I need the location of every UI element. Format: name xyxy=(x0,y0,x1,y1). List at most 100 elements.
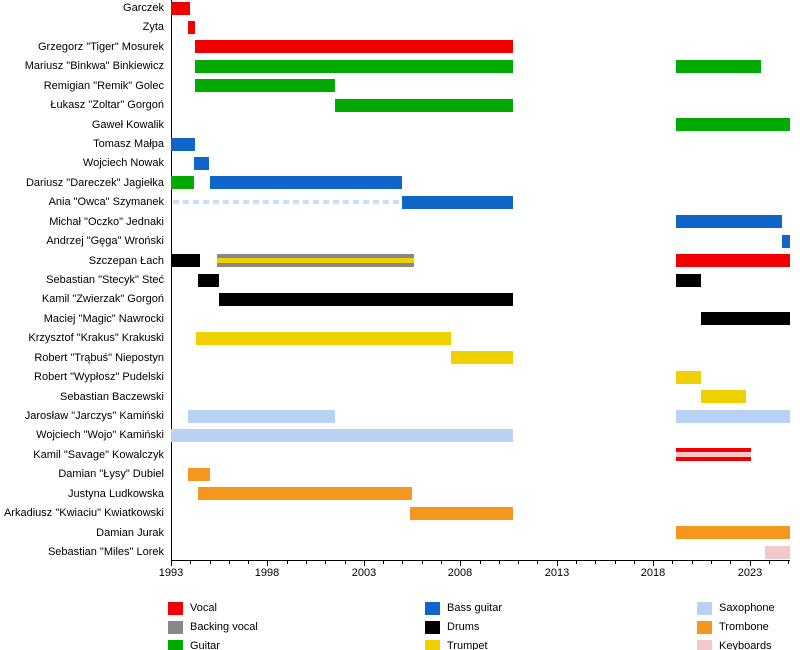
member-label: Damian Jurak xyxy=(96,526,164,539)
timeline-bar-guitar xyxy=(334,98,514,112)
member-label: Grzegorz "Tiger" Mosurek xyxy=(38,40,164,53)
x-minor-tick xyxy=(287,561,288,564)
x-minor-tick xyxy=(422,561,423,564)
x-minor-tick xyxy=(248,561,249,564)
timeline-bar-drums xyxy=(219,292,514,306)
member-label: Andrzej "Gęga" Wroński xyxy=(46,235,164,248)
x-minor-tick xyxy=(576,561,577,564)
x-tick-label: 1998 xyxy=(254,567,280,579)
x-minor-tick xyxy=(229,561,230,564)
member-label: Damian "Łysy" Dubiel xyxy=(58,468,164,481)
timeline-bar-drums xyxy=(701,312,790,326)
legend-swatch-bass xyxy=(425,602,440,615)
legend-label-guitar: Guitar xyxy=(190,640,220,650)
timeline-bar-drums xyxy=(676,273,702,287)
legend-swatch-vocal xyxy=(168,602,183,615)
legend-label-drums: Drums xyxy=(447,621,480,633)
timeline-bar-bass xyxy=(171,137,196,151)
x-minor-tick xyxy=(210,561,211,564)
x-major-tick xyxy=(750,561,751,566)
member-label: Robert "Wypłosz" Pudelski xyxy=(34,371,164,384)
legend-label-backing_vocal: Backing vocal xyxy=(190,621,258,633)
x-minor-tick xyxy=(730,561,731,564)
x-minor-tick xyxy=(345,561,346,564)
legend-swatch-saxophone xyxy=(697,602,712,615)
member-label: Justyna Ludkowska xyxy=(68,487,164,500)
timeline-session-dashes xyxy=(172,200,403,205)
legend-swatch-trombone xyxy=(697,621,712,634)
x-minor-tick xyxy=(480,561,481,564)
member-label: Kamil "Savage" Kowalczyk xyxy=(33,448,164,461)
timeline-bar-trombone xyxy=(676,526,790,540)
x-axis xyxy=(171,560,790,561)
member-label: Wojciech "Wojo" Kamiński xyxy=(36,429,164,442)
member-label: Michał "Oczko" Jednaki xyxy=(49,215,164,228)
y-axis xyxy=(171,0,172,561)
x-major-tick xyxy=(171,561,172,566)
x-tick-label: 2018 xyxy=(640,567,666,579)
timeline-bar-saxophone xyxy=(171,428,514,442)
x-minor-tick xyxy=(518,561,519,564)
member-label: Wojciech Nowak xyxy=(82,157,164,170)
member-label: Jarosław "Jarczys" Kamiński xyxy=(24,410,164,423)
timeline-bar-guitar xyxy=(195,79,335,93)
member-label: Sebastian Baczewski xyxy=(60,390,164,403)
legend-label-trombone: Trombone xyxy=(719,621,769,633)
timeline-bar-drums xyxy=(198,273,220,287)
timeline-bar-bass xyxy=(782,234,790,248)
x-minor-tick xyxy=(672,561,673,564)
x-minor-tick xyxy=(306,561,307,564)
x-major-tick xyxy=(267,561,268,566)
legend-swatch-keyboards xyxy=(697,640,712,650)
timeline-bar-guitar xyxy=(195,59,514,73)
timeline-bar-backing_vocal-trumpet xyxy=(217,254,414,268)
legend-swatch-trumpet xyxy=(425,640,440,650)
timeline-bar-trombone xyxy=(198,487,412,501)
timeline-bar-bass xyxy=(194,156,210,170)
legend-swatch-backing_vocal xyxy=(168,621,183,634)
timeline-bar-drums xyxy=(171,254,200,268)
member-label: Łukasz "Zoltar" Gorgoń xyxy=(50,99,164,112)
member-label: Zyta xyxy=(142,21,164,34)
timeline-bar-trumpet xyxy=(701,390,746,404)
member-label: Kamil "Zwierzak" Gorgoń xyxy=(41,293,164,306)
x-tick-label: 2013 xyxy=(544,567,570,579)
x-minor-tick xyxy=(441,561,442,564)
x-minor-tick xyxy=(402,561,403,564)
member-label: Maciej "Magic" Nawrocki xyxy=(43,312,164,325)
legend-swatch-drums xyxy=(425,621,440,634)
timeline-bar-trombone xyxy=(410,506,514,520)
member-label: Sebastian "Stecyk" Steć xyxy=(46,274,164,287)
member-label: Gaweł Kowalik xyxy=(91,118,164,131)
member-label: Arkadiusz "Kwiaciu" Kwiatkowski xyxy=(3,507,164,520)
member-label: Mariusz "Binkwa" Binkiewicz xyxy=(24,60,164,73)
timeline-bar-guitar xyxy=(171,176,195,190)
member-label: Robert "Trąbuś" Niepostyn xyxy=(34,351,164,364)
member-label: Krzysztof "Krakus" Krakuski xyxy=(28,332,164,345)
timeline-bar-bass xyxy=(676,215,783,229)
x-minor-tick xyxy=(711,561,712,564)
timeline-bar-vocal xyxy=(195,40,514,54)
member-label: Garczek xyxy=(123,2,164,14)
timeline-bar-bass xyxy=(209,176,403,190)
x-minor-tick xyxy=(769,561,770,564)
timeline-bar-saxophone xyxy=(676,409,790,423)
x-major-tick xyxy=(460,561,461,566)
member-label: Sebastian "Miles" Lorek xyxy=(47,546,164,559)
x-tick-label: 1993 xyxy=(158,567,184,579)
timeline-bar-bass xyxy=(402,195,514,209)
x-minor-tick xyxy=(499,561,500,564)
legend-swatch-guitar xyxy=(168,640,183,650)
timeline-bar-trumpet xyxy=(676,370,702,384)
timeline-bar-vocal xyxy=(188,20,196,34)
timeline-bar-guitar xyxy=(676,118,790,132)
timeline-bar-trombone xyxy=(188,467,210,481)
x-major-tick xyxy=(364,561,365,566)
timeline-bar-vocal xyxy=(676,254,790,268)
member-label: Szczepan Łach xyxy=(88,254,164,267)
x-minor-tick xyxy=(615,561,616,564)
x-minor-tick xyxy=(383,561,384,564)
x-minor-tick xyxy=(537,561,538,564)
timeline-bar-trumpet xyxy=(196,331,451,345)
